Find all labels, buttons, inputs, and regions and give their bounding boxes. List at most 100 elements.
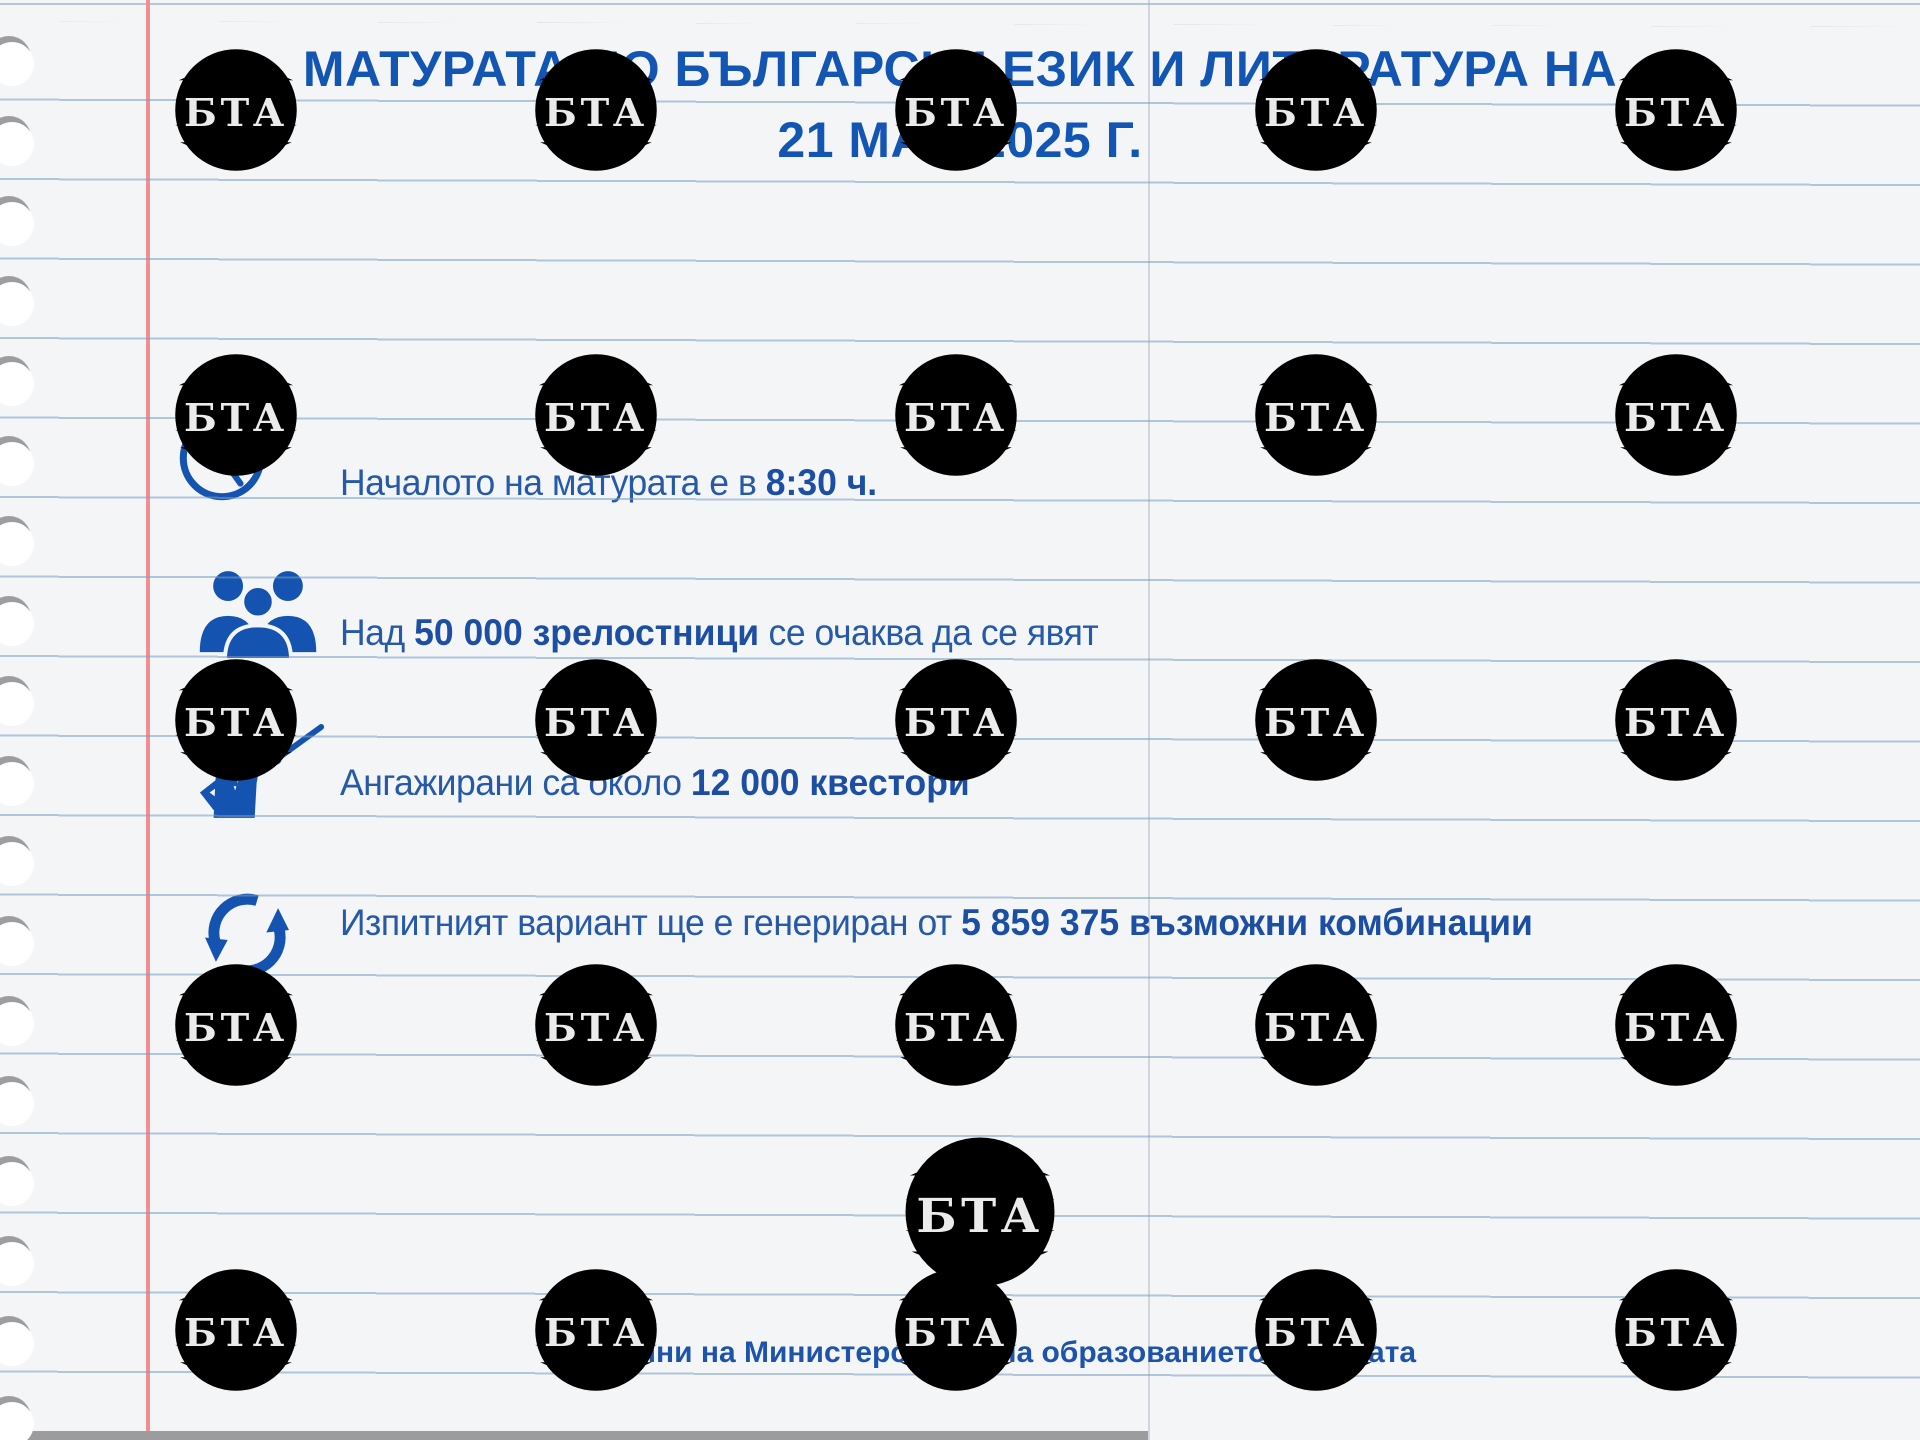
punch-hole — [0, 1076, 34, 1126]
punch-hole-paper — [0, 1242, 34, 1286]
svg-text:БТА: БТА — [1624, 396, 1728, 441]
people-icon — [199, 571, 317, 660]
punch-hole-paper — [0, 922, 34, 966]
bta-watermark: БТА — [534, 963, 658, 1087]
bta-watermark: БТА — [534, 1268, 658, 1392]
punch-hole-paper — [0, 1082, 34, 1126]
punch-hole-shadow — [0, 836, 31, 880]
punch-hole — [0, 916, 34, 966]
punch-hole-paper — [0, 842, 34, 886]
punch-hole-paper — [0, 602, 34, 646]
svg-text:БТА: БТА — [544, 701, 648, 746]
bta-watermark: БТА — [1614, 1268, 1738, 1392]
punch-hole — [0, 996, 34, 1046]
svg-text:БТА: БТА — [1264, 396, 1368, 441]
item-text: Ангажирани са около — [340, 762, 691, 803]
svg-text:БТА: БТА — [904, 701, 1008, 746]
svg-text:БТА: БТА — [904, 396, 1008, 441]
punch-hole-shadow — [0, 1316, 31, 1360]
punch-hole — [0, 516, 34, 566]
bta-watermark: БТА — [174, 1268, 298, 1392]
page-bottom-edge — [0, 1431, 1148, 1440]
bta-watermark: БТА — [904, 1136, 1056, 1288]
punch-hole-paper — [0, 522, 34, 566]
bta-watermark: БТА — [1254, 963, 1378, 1087]
ruled-line-top — [0, 3, 1920, 5]
bta-watermark: БТА — [1254, 1268, 1378, 1392]
bta-watermark: БТА — [1614, 353, 1738, 477]
item-highlight: 50 000 зрелостници — [414, 612, 760, 653]
punch-hole-shadow — [0, 356, 31, 400]
punch-hole — [0, 1236, 34, 1286]
punch-hole-paper — [0, 442, 34, 486]
punch-hole-paper — [0, 1002, 34, 1046]
svg-text:БТА: БТА — [184, 1006, 288, 1051]
punch-hole — [0, 356, 34, 406]
punch-hole-paper — [0, 202, 34, 246]
punch-hole-paper — [0, 762, 34, 806]
svg-text:БТА: БТА — [916, 1189, 1043, 1244]
punch-hole-shadow — [0, 596, 31, 640]
source-note: По данни на Министерството на образовани… — [553, 1336, 1417, 1369]
bta-watermark: БТА — [1614, 658, 1738, 782]
svg-text:БТА: БТА — [1264, 1006, 1368, 1051]
punch-hole-shadow — [0, 1076, 31, 1120]
punch-hole — [0, 596, 34, 646]
svg-text:БТА: БТА — [1624, 701, 1728, 746]
bta-watermark: БТА — [894, 963, 1018, 1087]
svg-text:БТА: БТА — [904, 1006, 1008, 1051]
svg-text:БТА: БТА — [1264, 701, 1368, 746]
bta-watermark: БТА — [174, 963, 298, 1087]
refresh-icon — [205, 893, 289, 977]
punch-hole-shadow — [0, 916, 31, 960]
margin-line — [146, 0, 150, 1440]
item-highlight: 12 000 квестори — [690, 762, 970, 803]
punch-hole-shadow — [0, 436, 31, 480]
punch-hole-shadow — [0, 996, 31, 1040]
punch-hole-shadow — [0, 276, 31, 320]
page-fold-line — [1148, 0, 1150, 1440]
svg-text:БТА: БТА — [544, 396, 648, 441]
punch-hole-paper — [0, 282, 34, 326]
bta-watermark: БТА — [894, 353, 1018, 477]
punch-hole-paper — [0, 682, 34, 726]
punch-hole-shadow — [0, 676, 31, 720]
item-combinations: Изпитният вариант ще е генериран от 5 85… — [340, 902, 1533, 944]
punch-hole-paper — [0, 1322, 34, 1366]
punch-hole — [0, 676, 34, 726]
punch-hole — [0, 1156, 34, 1206]
item-start-time: Началото на матурата е в 8:30 ч. — [340, 462, 877, 504]
page-title-line2: 21 МАЙ 2025 Г. — [777, 112, 1143, 168]
bta-watermark: БТА — [1614, 963, 1738, 1087]
punch-hole — [0, 836, 34, 886]
bta-watermark: БТА — [1254, 658, 1378, 782]
item-students: Над 50 000 зрелостници се очаква да се я… — [340, 612, 1099, 654]
punch-hole-paper — [0, 362, 34, 406]
svg-text:БТА: БТА — [1624, 1006, 1728, 1051]
item-text: Над — [340, 612, 415, 653]
item-text: се очаква да се явят — [759, 612, 1099, 653]
item-text: Началото на матурата е в — [340, 462, 766, 503]
punch-hole-shadow — [0, 756, 31, 800]
punch-hole — [0, 196, 34, 246]
punch-hole-paper — [0, 1162, 34, 1206]
punch-hole — [0, 756, 34, 806]
bta-watermark: БТА — [1254, 353, 1378, 477]
punch-hole-shadow — [0, 516, 31, 560]
item-highlight: 5 859 375 възможни комбинации — [961, 902, 1533, 943]
item-invigilators: Ангажирани са около 12 000 квестори — [340, 762, 970, 804]
punch-hole-shadow — [0, 1156, 31, 1200]
svg-text:БТА: БТА — [544, 1006, 648, 1051]
page-title: МАТУРАТА ПО БЪЛГАРСКИ ЕЗИК И ЛИТЕРАТУРА … — [0, 34, 1920, 176]
punch-hole-shadow — [0, 196, 31, 240]
punch-hole — [0, 436, 34, 486]
bta-watermark: БТА — [534, 353, 658, 477]
punch-hole — [0, 1316, 34, 1366]
teacher-icon — [199, 724, 325, 818]
punch-hole — [0, 276, 34, 326]
bta-watermark: БТА — [894, 1268, 1018, 1392]
item-text: Изпитният вариант ще е генериран от — [340, 902, 962, 943]
punch-hole-shadow — [0, 1236, 31, 1280]
clock-icon — [179, 415, 265, 501]
